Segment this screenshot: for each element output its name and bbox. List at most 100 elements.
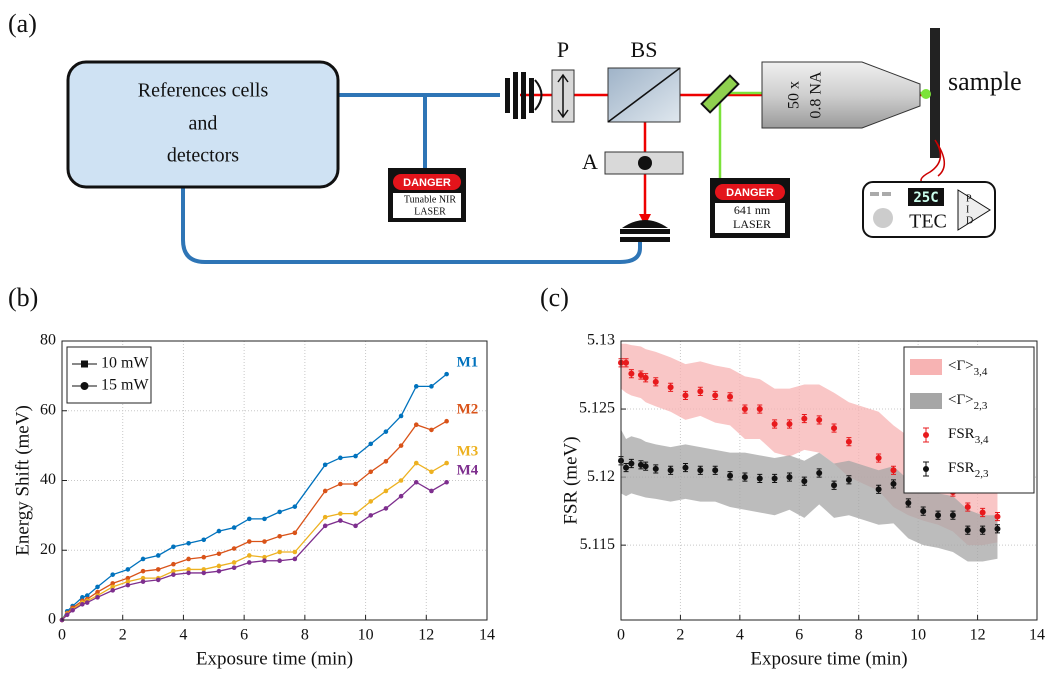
danger-text: DANGER bbox=[403, 177, 451, 189]
x-tick-label: 10 bbox=[358, 627, 374, 644]
data-point bbox=[353, 482, 358, 487]
data-point bbox=[414, 461, 419, 466]
analyzer-dot bbox=[638, 156, 652, 170]
data-point bbox=[727, 394, 733, 400]
data-point bbox=[384, 429, 389, 434]
data-point bbox=[217, 569, 222, 574]
y-tick-label: 5.125 bbox=[579, 400, 615, 417]
detector bbox=[620, 220, 670, 242]
legend-subscript: 2,3 bbox=[974, 400, 988, 412]
data-point bbox=[141, 557, 146, 562]
data-point bbox=[247, 517, 252, 522]
data-point bbox=[846, 477, 852, 483]
laser-text: Tunable NIR bbox=[404, 194, 456, 205]
data-point bbox=[338, 456, 343, 461]
pid-text: P bbox=[966, 193, 972, 204]
data-point bbox=[429, 384, 434, 389]
data-point bbox=[414, 384, 419, 389]
data-point bbox=[232, 565, 237, 570]
data-point bbox=[141, 579, 146, 584]
tec-display-text: 25C bbox=[913, 190, 938, 206]
panel-label: (b) bbox=[8, 283, 38, 312]
data-point bbox=[712, 467, 718, 473]
legend-marker bbox=[923, 466, 929, 472]
data-point bbox=[816, 470, 822, 476]
laser-text: LASER bbox=[414, 206, 446, 217]
data-point bbox=[444, 419, 449, 424]
data-point bbox=[429, 428, 434, 433]
series-label: M1 bbox=[457, 355, 479, 371]
legend-label: 15 mW bbox=[101, 377, 149, 394]
y-tick-label: 0 bbox=[48, 611, 56, 628]
data-point bbox=[935, 512, 941, 518]
data-point bbox=[232, 560, 237, 565]
data-point bbox=[156, 567, 161, 572]
data-point bbox=[323, 489, 328, 494]
data-point bbox=[712, 392, 718, 398]
data-point bbox=[156, 578, 161, 583]
focal-spot bbox=[921, 89, 931, 99]
legend-name: <Γ> bbox=[948, 358, 974, 374]
setup-diagram: (a) References cells and detectors DANGE… bbox=[8, 9, 1022, 262]
data-point bbox=[353, 454, 358, 459]
data-point bbox=[368, 499, 373, 504]
data-point bbox=[965, 527, 971, 533]
data-point bbox=[920, 508, 926, 514]
data-point bbox=[277, 550, 282, 555]
danger-text: DANGER bbox=[726, 187, 774, 199]
x-axis-label: Exposure time (min) bbox=[196, 648, 353, 669]
data-point bbox=[399, 443, 404, 448]
legend-subscript: 3,4 bbox=[975, 434, 989, 446]
data-point bbox=[831, 482, 837, 488]
data-point bbox=[126, 583, 131, 588]
panel-label: (c) bbox=[540, 283, 569, 312]
x-tick-label: 0 bbox=[617, 627, 625, 644]
data-point bbox=[697, 388, 703, 394]
component-label: A bbox=[582, 149, 598, 174]
x-tick-label: 10 bbox=[910, 627, 926, 644]
data-point bbox=[141, 569, 146, 574]
data-point bbox=[831, 425, 837, 431]
data-point bbox=[643, 463, 649, 469]
x-tick-label: 8 bbox=[301, 627, 309, 644]
data-point bbox=[786, 474, 792, 480]
data-point bbox=[668, 384, 674, 390]
data-point bbox=[980, 509, 986, 515]
data-point bbox=[293, 550, 298, 555]
legend-swatch bbox=[910, 359, 942, 375]
y-tick-label: 5.13 bbox=[587, 332, 615, 349]
series-label: M3 bbox=[457, 444, 479, 460]
objective-text: 0.8 NA bbox=[808, 71, 825, 119]
y-tick-label: 60 bbox=[40, 401, 56, 418]
x-tick-label: 6 bbox=[795, 627, 803, 644]
panel-label: (a) bbox=[8, 9, 37, 38]
data-point bbox=[368, 469, 373, 474]
data-point bbox=[682, 392, 688, 398]
data-point bbox=[323, 524, 328, 529]
x-tick-label: 0 bbox=[58, 627, 66, 644]
x-tick-label: 4 bbox=[179, 627, 187, 644]
data-point bbox=[876, 486, 882, 492]
y-axis-label: Energy Shift (meV) bbox=[12, 405, 33, 556]
legend-label: 10 mW bbox=[101, 355, 149, 372]
data-point bbox=[85, 600, 90, 605]
data-point bbox=[399, 494, 404, 499]
data-point bbox=[232, 546, 237, 551]
data-point bbox=[262, 517, 267, 522]
data-point bbox=[186, 541, 191, 546]
data-point bbox=[414, 480, 419, 485]
data-point bbox=[905, 500, 911, 506]
data-point bbox=[444, 480, 449, 485]
laser-text: 641 nm bbox=[734, 203, 771, 217]
data-point bbox=[247, 553, 252, 558]
data-point bbox=[643, 375, 649, 381]
data-point bbox=[950, 512, 956, 518]
data-point bbox=[994, 526, 1000, 532]
data-point bbox=[801, 416, 807, 422]
component-label: P bbox=[557, 37, 569, 62]
data-point bbox=[727, 473, 733, 479]
data-point bbox=[890, 481, 896, 487]
data-point bbox=[816, 417, 822, 423]
legend-swatch bbox=[910, 393, 942, 409]
data-point bbox=[323, 463, 328, 468]
